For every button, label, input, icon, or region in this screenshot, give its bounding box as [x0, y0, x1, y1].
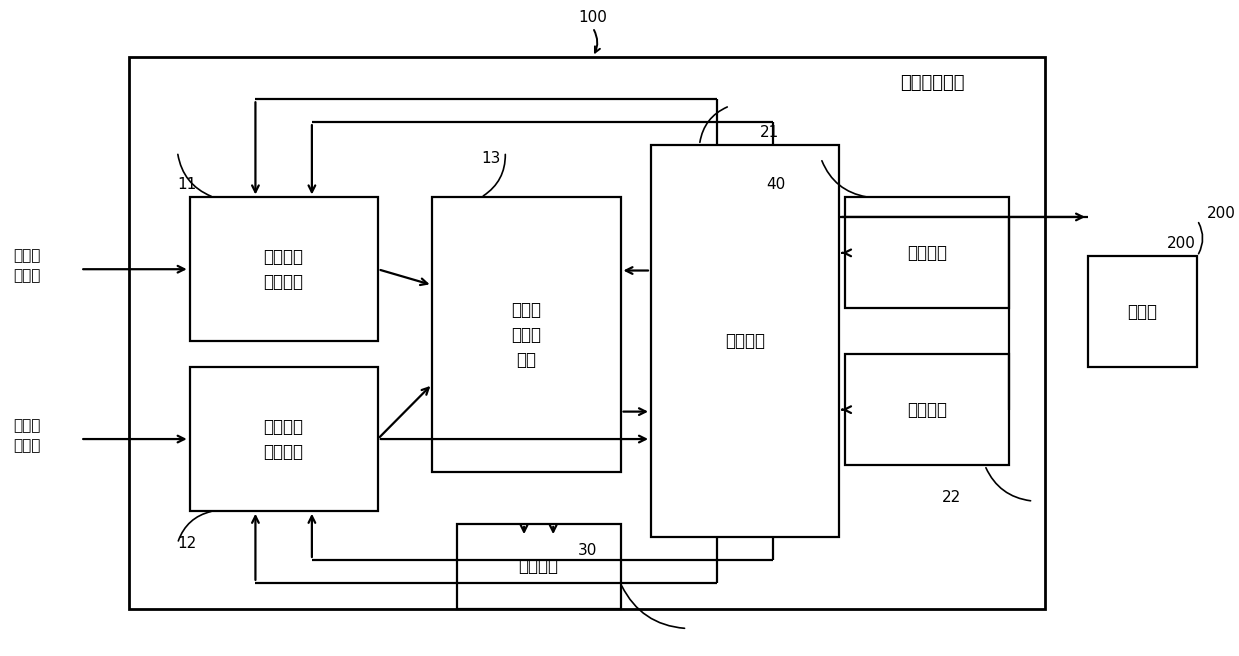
Text: 第二射频
放大单元: 第二射频 放大单元: [264, 418, 304, 461]
Bar: [845, 354, 1009, 465]
Text: 21: 21: [761, 125, 779, 140]
Bar: [457, 524, 621, 609]
Bar: [432, 197, 621, 472]
Bar: [190, 367, 378, 511]
Bar: [845, 197, 1009, 308]
Text: 第三射
频放大
单元: 第三射 频放大 单元: [512, 300, 541, 369]
Text: 接收机: 接收机: [1127, 302, 1157, 321]
Text: 控制芯片: 控制芯片: [725, 332, 764, 350]
Bar: [650, 145, 839, 537]
Text: 垂直极
化信号: 垂直极 化信号: [14, 419, 41, 453]
Bar: [1088, 256, 1197, 367]
Bar: [129, 57, 1046, 609]
Text: 水平极
化信号: 水平极 化信号: [14, 249, 41, 283]
Text: 200: 200: [1207, 206, 1235, 221]
Text: 200: 200: [1167, 236, 1196, 251]
Text: 100: 100: [579, 10, 607, 25]
Text: 12: 12: [177, 536, 197, 551]
Text: 晶振模块: 晶振模块: [519, 558, 559, 575]
Bar: [190, 197, 378, 341]
Text: 13: 13: [481, 151, 501, 166]
Text: 第一射频
放大单元: 第一射频 放大单元: [264, 248, 304, 291]
Text: 11: 11: [177, 176, 197, 192]
Text: 滤波单元: 滤波单元: [907, 401, 947, 419]
Text: 稳压模块: 稳压模块: [907, 244, 947, 262]
Text: 微波变频电路: 微波变频电路: [900, 74, 964, 92]
Text: 22: 22: [943, 490, 961, 505]
Text: 40: 40: [766, 176, 786, 192]
Text: 30: 30: [579, 543, 597, 558]
